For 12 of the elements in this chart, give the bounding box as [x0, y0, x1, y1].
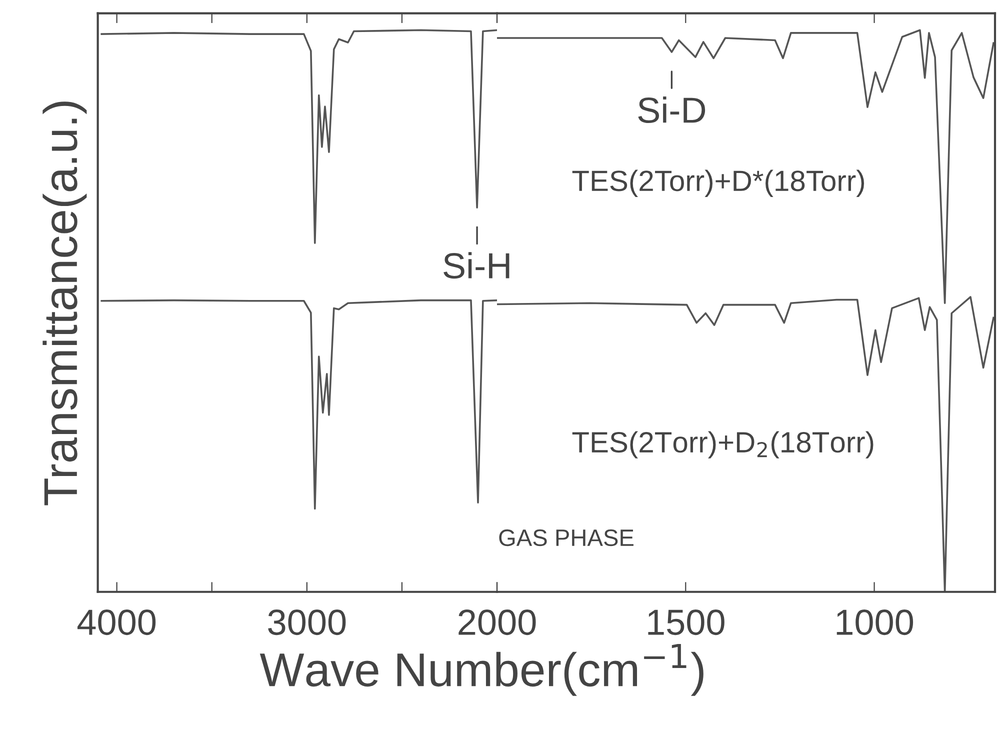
- x-tick-label: 1500: [648, 609, 724, 636]
- annotation: TES(2Torr)+D$_{2}$(18Torr): [572, 431, 874, 458]
- x-tick-label: 3000: [268, 609, 346, 636]
- y-axis-title: Transmittance(a.u.): [42, 102, 87, 506]
- annotation: Si-D: [638, 96, 706, 124]
- annotation: GAS PHASE: [499, 529, 634, 546]
- x-tick-label: 1000: [836, 609, 914, 636]
- x-tick-label: 4000: [77, 609, 156, 636]
- annotation: Si-H: [444, 252, 510, 279]
- x-axis-title: Wave Number(cm$^{−1}$): [260, 644, 704, 696]
- x-tick-label: 2000: [458, 609, 536, 636]
- annotation: TES(2Torr)+D*(18Torr): [572, 170, 864, 197]
